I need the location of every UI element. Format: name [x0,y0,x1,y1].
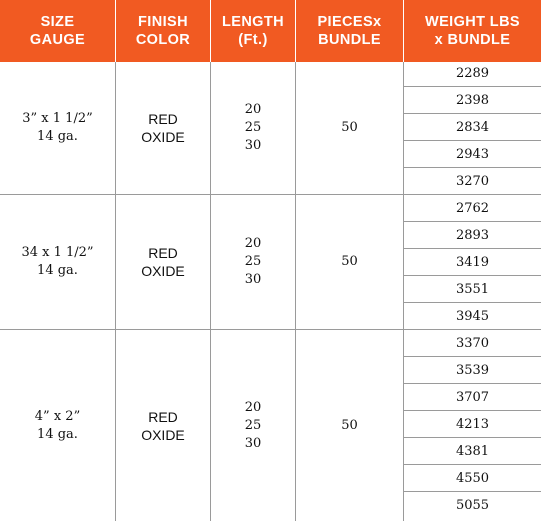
size-gauge-cell: 3” x 1 1/2” 14 ga. [0,62,115,194]
size-text: 3” x 1 1/2” [22,111,93,126]
length-value: 20 [244,236,262,251]
weight-cell: 2834 [455,120,490,135]
length-value: 20 [244,102,262,117]
length-value: 30 [244,435,262,451]
size-gauge-cell: 34 x 1 1/2” 14 ga. [0,195,115,329]
weight-row-divider [404,302,541,303]
weight-row-divider [404,248,541,249]
length-cell: 20 25 30 [211,195,295,329]
header-divider [115,0,116,62]
weight-row-divider [404,221,541,222]
header-size-label: SIZE [40,14,75,30]
weight-row-divider [404,86,541,87]
finish-color-cell: RED OXIDE [116,62,210,194]
gauge-text: 14 ga. [37,426,78,442]
weight-cell: 3370 [455,336,490,351]
pieces-value: 50 [341,120,358,135]
header-weight-bundle-label: x BUNDLE [434,32,511,48]
length-value: 25 [244,120,262,135]
weight-row-divider [404,167,541,168]
weight-cell: 3707 [455,390,490,405]
pieces-value: 50 [341,254,358,269]
group-divider [0,329,541,330]
weight-row-divider [404,113,541,114]
weight-row-divider [404,410,541,411]
weight-row-divider [404,275,541,276]
length-value: 30 [244,138,262,153]
finish-text: OXIDE [141,129,185,145]
finish-text: RED [148,408,178,425]
size-gauge-cell: 4” x 2” 14 ga. [0,330,115,521]
length-cell: 20 25 30 [211,62,295,194]
finish-text: RED [148,245,178,261]
weight-cell: 2398 [455,93,490,108]
header-length-unit: (Ft.) [238,32,268,48]
weight-cell: 3945 [455,309,490,324]
header-finish-label: FINISH [138,14,188,30]
header-size-gauge: SIZE GAUGE [0,0,115,62]
header-color-label: COLOR [135,32,191,48]
weight-row-divider [404,140,541,141]
weight-cell: 3551 [455,282,490,297]
table-header: SIZE GAUGE FINISH COLOR LENGTH (Ft.) PIE… [0,0,541,62]
header-finish-color: FINISH COLOR [116,0,210,62]
header-length-label: LENGTH [221,14,284,30]
length-value: 25 [244,254,262,269]
header-gauge-label: GAUGE [29,32,86,48]
finish-text: OXIDE [141,263,185,279]
header-divider [210,0,211,62]
finish-text: OXIDE [141,426,185,443]
weight-row-divider [404,383,541,384]
length-cell: 20 25 30 [211,330,295,521]
gauge-text: 14 ga. [37,263,78,278]
finish-color-cell: RED OXIDE [116,195,210,329]
header-pieces-label: PIECESx [317,14,382,30]
weight-cell: 3419 [455,255,490,270]
weight-cell: 2762 [455,201,490,216]
weight-cell: 3270 [455,174,490,189]
header-bundle-label: BUNDLE [318,32,381,48]
weight-cell: 4381 [455,444,490,459]
length-value: 20 [244,399,262,415]
length-value: 30 [244,272,262,287]
weight-cell: 4550 [455,471,490,486]
column-divider [115,62,116,521]
header-length: LENGTH (Ft.) [211,0,295,62]
weight-cell: 4213 [455,417,490,432]
finish-text: RED [148,111,178,127]
finish-color-cell: RED OXIDE [116,330,210,521]
weight-cell: 5055 [455,498,490,513]
weight-cell: 2289 [455,66,490,81]
size-text: 34 x 1 1/2” [21,245,94,260]
header-pieces-bundle: PIECESx BUNDLE [296,0,403,62]
weight-row-divider [404,464,541,465]
column-divider [210,62,211,521]
weight-row-divider [404,491,541,492]
size-text: 4” x 2” [34,408,81,424]
weight-cell: 2943 [455,147,490,162]
header-divider [295,0,296,62]
weight-cell: 2893 [455,228,490,243]
header-weight-label: WEIGHT LBS [424,14,521,30]
length-value: 25 [244,417,262,433]
weight-cell: 3539 [455,363,490,378]
pieces-value: 50 [341,417,358,433]
pieces-cell: 50 [296,62,403,194]
weight-row-divider [404,356,541,357]
header-divider [403,0,404,62]
gauge-text: 14 ga. [37,129,78,144]
column-divider [403,62,404,521]
pieces-cell: 50 [296,195,403,329]
column-divider [295,62,296,521]
header-weight-bundle: WEIGHT LBS x BUNDLE [404,0,541,62]
group-divider [0,194,541,195]
pieces-cell: 50 [296,330,403,521]
weight-row-divider [404,437,541,438]
